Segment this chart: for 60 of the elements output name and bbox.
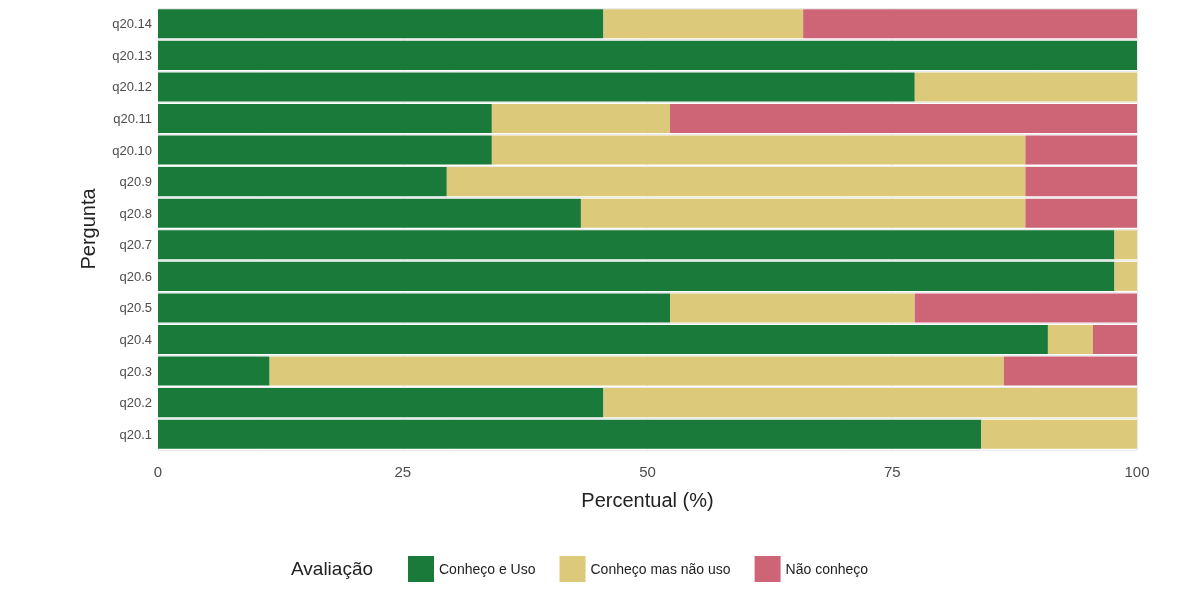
bar	[158, 198, 581, 228]
bar	[670, 103, 1137, 134]
bar	[446, 167, 1026, 197]
bar	[1114, 261, 1137, 291]
bar	[1025, 198, 1137, 228]
bar	[1092, 324, 1137, 355]
bar	[603, 388, 1137, 418]
bar	[491, 103, 671, 134]
bar	[1025, 135, 1137, 165]
x-tick-label: 75	[883, 463, 901, 480]
y-axis-title: Pergunta	[77, 187, 99, 270]
y-tick-label: q20.5	[119, 300, 152, 316]
x-tick-label: 50	[639, 463, 656, 480]
legend-label: Conheço mas não uso	[590, 561, 731, 577]
x-tick-label: 25	[394, 463, 412, 480]
y-tick-label: q20.10	[112, 142, 152, 158]
bar	[914, 293, 1137, 323]
bar	[158, 9, 604, 39]
legend-label: Conheço e Uso	[439, 561, 536, 577]
y-tick-label: q20.1	[119, 426, 152, 442]
bar	[269, 356, 1004, 386]
bar	[158, 261, 1115, 291]
y-tick-label: q20.14	[112, 16, 152, 32]
x-axis-title: Percentual (%)	[581, 489, 714, 511]
y-tick-label: q20.9	[119, 174, 152, 190]
legend-label: Não conheço	[785, 561, 869, 577]
bar	[158, 356, 270, 386]
y-tick-label: q20.13	[112, 47, 152, 63]
x-tick-label: 100	[1124, 463, 1150, 480]
bar	[158, 135, 492, 165]
legend-title: Avaliação	[291, 558, 374, 579]
y-tick-label: q20.6	[119, 268, 152, 284]
bar	[914, 72, 1137, 102]
bar	[158, 324, 1048, 355]
bar	[1003, 356, 1137, 386]
bar	[158, 230, 1115, 260]
y-tick-label: q20.3	[119, 363, 152, 379]
y-tick-label: q20.8	[119, 205, 152, 221]
bar	[1025, 167, 1137, 197]
y-tick-label: q20.12	[112, 79, 152, 95]
bar	[803, 9, 1137, 39]
y-tick-label: q20.2	[119, 395, 152, 411]
bar	[158, 72, 915, 102]
bar	[1047, 324, 1093, 355]
bar	[491, 135, 1026, 165]
bar	[981, 419, 1137, 449]
bar	[158, 293, 671, 323]
bar	[603, 9, 804, 39]
bar	[158, 419, 982, 449]
y-tick-label: q20.7	[119, 237, 152, 253]
bar	[158, 103, 492, 134]
bar	[670, 293, 915, 323]
bar	[158, 40, 1137, 70]
bar	[1114, 230, 1137, 260]
y-tick-label: q20.4	[119, 332, 152, 347]
y-tick-label: q20.11	[113, 111, 152, 126]
bar	[158, 388, 604, 418]
bar	[158, 167, 447, 197]
x-tick-label: 0	[153, 463, 163, 480]
bar	[580, 198, 1026, 228]
